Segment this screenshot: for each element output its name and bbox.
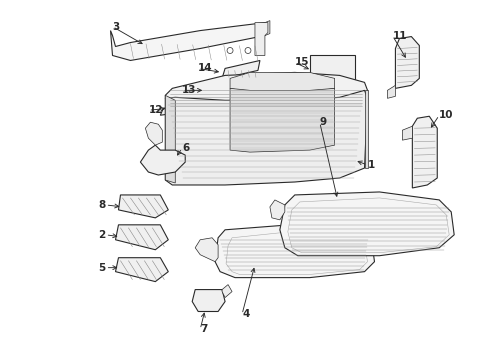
- Polygon shape: [192, 289, 224, 311]
- Polygon shape: [402, 126, 411, 140]
- Text: 10: 10: [438, 110, 453, 120]
- Text: 7: 7: [200, 324, 207, 334]
- Polygon shape: [222, 60, 260, 78]
- Text: 14: 14: [198, 63, 212, 73]
- Text: 8: 8: [98, 200, 105, 210]
- Polygon shape: [279, 192, 453, 256]
- Text: 3: 3: [112, 22, 120, 32]
- Polygon shape: [395, 37, 419, 88]
- Polygon shape: [364, 90, 367, 168]
- Text: 15: 15: [294, 58, 309, 67]
- Polygon shape: [118, 195, 168, 218]
- Text: 12: 12: [148, 105, 163, 115]
- Text: 9: 9: [319, 117, 326, 127]
- Text: 4: 4: [242, 310, 249, 319]
- Polygon shape: [229, 72, 334, 92]
- Polygon shape: [115, 225, 168, 250]
- Polygon shape: [309, 55, 354, 82]
- Polygon shape: [222, 285, 232, 298]
- Polygon shape: [203, 86, 222, 95]
- Polygon shape: [229, 88, 334, 152]
- Polygon shape: [140, 145, 185, 175]
- Text: 13: 13: [182, 85, 196, 95]
- Text: 5: 5: [98, 263, 105, 273]
- Polygon shape: [165, 95, 175, 183]
- Text: 11: 11: [392, 31, 406, 41]
- Polygon shape: [215, 225, 374, 278]
- Polygon shape: [269, 200, 285, 220]
- Polygon shape: [195, 238, 218, 262]
- Text: 2: 2: [98, 230, 105, 240]
- Polygon shape: [165, 72, 367, 108]
- Polygon shape: [254, 23, 267, 55]
- Polygon shape: [264, 21, 269, 36]
- Polygon shape: [160, 103, 196, 115]
- Polygon shape: [145, 122, 162, 145]
- Polygon shape: [115, 258, 168, 282]
- Polygon shape: [110, 23, 264, 60]
- Text: 1: 1: [367, 160, 374, 170]
- Polygon shape: [165, 90, 367, 185]
- Polygon shape: [386, 85, 395, 98]
- Text: 6: 6: [182, 143, 189, 153]
- Polygon shape: [411, 116, 436, 188]
